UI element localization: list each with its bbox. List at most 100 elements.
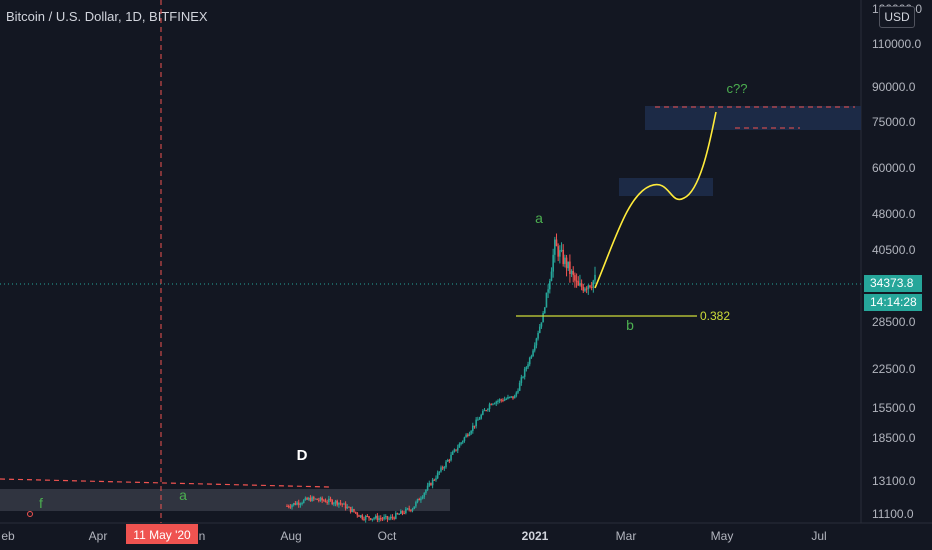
candle-body [383, 517, 385, 519]
time-axis-label-year: 2021 [522, 529, 549, 543]
candle-body [517, 390, 519, 393]
wave-label-c: c?? [727, 81, 748, 96]
candle-body [286, 505, 288, 507]
candle-body [500, 399, 503, 401]
candle-body [336, 500, 339, 505]
candle-body [584, 288, 586, 291]
candle-body [569, 261, 571, 275]
candle-body [545, 292, 548, 308]
candle-body [565, 257, 568, 269]
time-axis-label: Oct [378, 529, 397, 543]
candle-body [306, 497, 308, 500]
candle-body [389, 516, 392, 519]
candle-body [406, 508, 409, 510]
candle-body [478, 418, 481, 420]
candle-body [307, 497, 310, 500]
candle-body [453, 449, 456, 452]
candle-body [398, 513, 400, 515]
candle-body [364, 516, 367, 520]
candle-body [379, 518, 382, 520]
time-axis-label: Mar [616, 529, 637, 543]
candle-body [587, 285, 590, 289]
candle-body [441, 467, 444, 469]
candle-body [426, 485, 429, 490]
candle-body [574, 275, 576, 281]
candle-body [405, 508, 407, 514]
candle-body [537, 332, 539, 339]
candle-body [436, 472, 439, 479]
candle-body [356, 512, 359, 516]
price-axis-label: 75000.0 [872, 115, 916, 129]
candle-body [421, 496, 424, 499]
candle-body [465, 434, 467, 438]
candle-body [324, 500, 327, 503]
candle-body [428, 483, 431, 486]
candle-body [594, 274, 596, 281]
candle-body [440, 467, 442, 472]
candle-body [433, 479, 436, 481]
candle-body [472, 425, 474, 431]
candle-body [353, 509, 355, 512]
candle-body [585, 288, 588, 290]
candle-body [304, 497, 307, 501]
candle-body [401, 510, 404, 514]
candle-body [319, 497, 322, 501]
candle-body [381, 518, 384, 520]
candle-body [289, 506, 292, 508]
candle-body [384, 516, 387, 518]
candle-body [376, 515, 379, 521]
candle-body [562, 249, 564, 264]
candle-body [510, 396, 513, 398]
time-axis-label: Aug [280, 529, 301, 543]
candle-body [326, 502, 328, 504]
candle-body [415, 502, 417, 507]
wave-label-f: f [39, 495, 43, 511]
candle-body [473, 425, 476, 427]
price-axis-label: 11100.0 [872, 507, 914, 521]
candle-body [363, 519, 365, 521]
candle-body [483, 410, 486, 412]
candle-body [502, 400, 504, 402]
candle-body [460, 442, 462, 444]
candle-body [299, 503, 302, 505]
candle-body [361, 515, 364, 520]
candle-body [463, 437, 466, 441]
candle-body [542, 312, 544, 323]
candle-body [311, 497, 313, 502]
price-axis-label: 22500.0 [872, 362, 916, 376]
candle-body [309, 497, 312, 502]
candle-body [351, 509, 354, 512]
candle-body [589, 285, 591, 288]
candle-body [512, 396, 514, 399]
candle-body [349, 506, 352, 512]
candle-body [420, 498, 422, 501]
candle-body [468, 433, 471, 436]
candle-body [448, 460, 451, 462]
wave-label-a-high: a [535, 210, 543, 226]
candle-body [388, 518, 390, 520]
candle-body [450, 454, 452, 461]
candle-body [416, 498, 419, 503]
candle-body [446, 460, 449, 462]
candle-body [369, 518, 372, 520]
candle-body [346, 506, 349, 509]
candle-body [560, 249, 563, 251]
candle-body [400, 510, 402, 514]
candle-body [418, 498, 421, 501]
candle-body [456, 447, 459, 451]
candle-body [333, 503, 335, 505]
candle-body [493, 403, 496, 405]
candle-body [495, 401, 498, 404]
candle-body [321, 497, 323, 501]
candle-body [477, 419, 479, 421]
candle-body [373, 518, 375, 520]
candle-body [366, 516, 369, 518]
candle-body [508, 396, 511, 398]
currency-button[interactable]: USD [879, 6, 915, 28]
candle-body [287, 505, 290, 507]
candle-body [555, 239, 558, 247]
price-axis-label: 28500.0 [872, 315, 916, 329]
price-axis-label: 48000.0 [872, 207, 916, 221]
candle-body [518, 382, 521, 391]
